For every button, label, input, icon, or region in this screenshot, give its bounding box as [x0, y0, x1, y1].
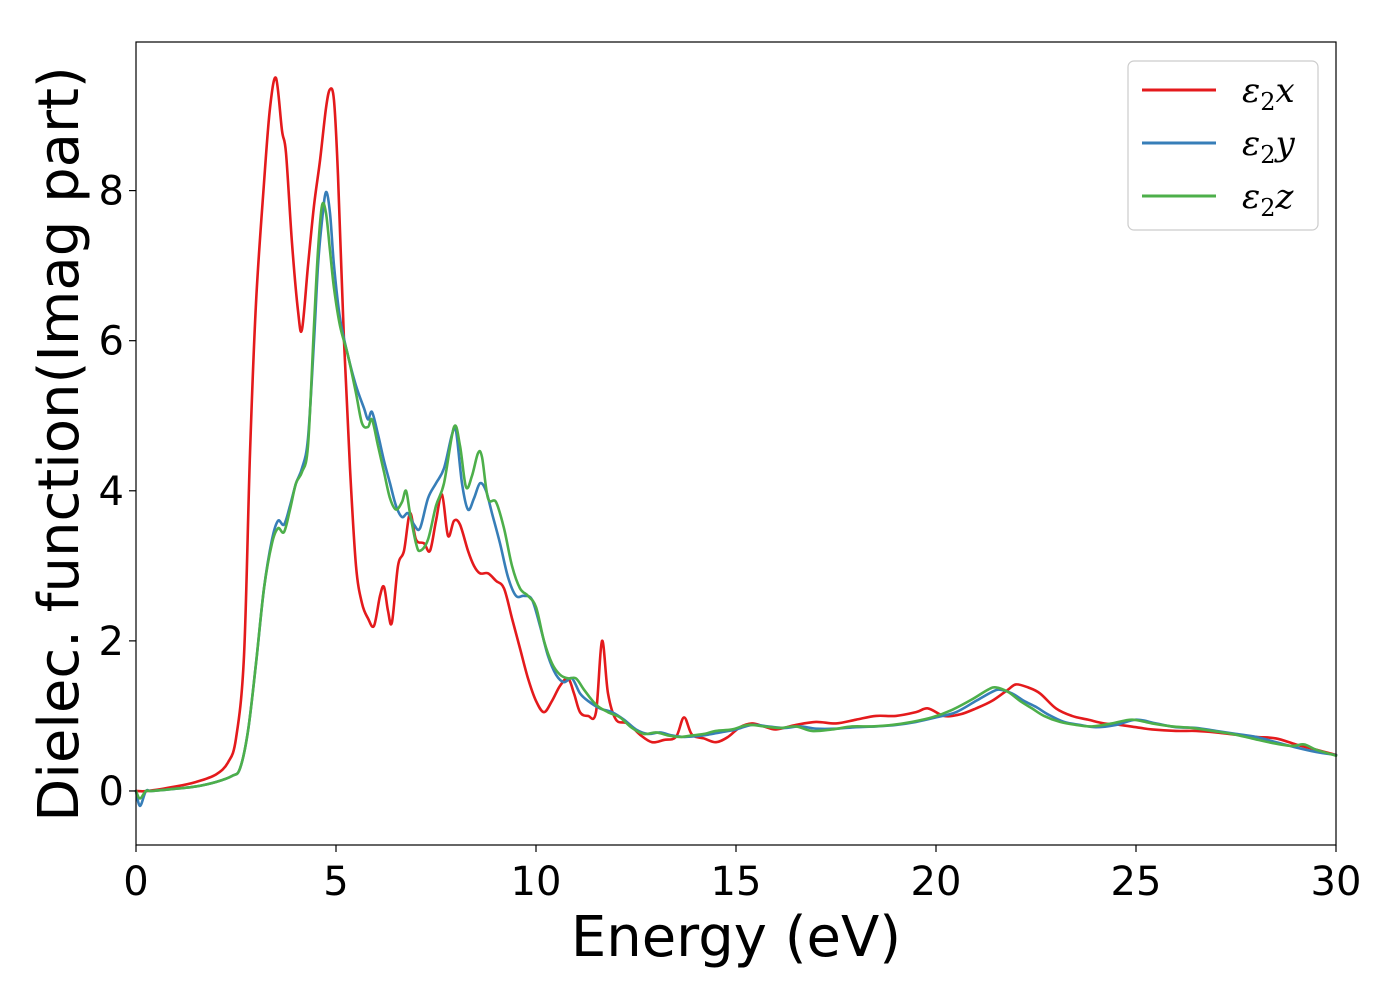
x-tick-label: 0: [123, 859, 148, 905]
legend-label-y: ε2y: [1242, 124, 1296, 169]
x-tick-label: 25: [1111, 859, 1162, 905]
legend-label-z: ε2z: [1242, 177, 1295, 222]
y-axis-label: Dielec. function(Imag part): [27, 66, 92, 822]
x-tick-label: 5: [323, 859, 348, 905]
legend: ε2x ε2y ε2z: [1127, 60, 1319, 231]
series-line-z: [134, 201, 1338, 800]
y-tick-label: 4: [99, 469, 124, 515]
x-axis-label: Energy (eV): [571, 905, 901, 970]
x-tick-label: 20: [911, 859, 962, 905]
y-tick-label: 0: [99, 769, 124, 815]
legend-label-x: ε2x: [1242, 71, 1295, 116]
legend-box: [1127, 60, 1319, 231]
series-layer: [134, 76, 1338, 808]
x-tick-label: 30: [1311, 859, 1362, 905]
x-axis: 0 5 10 15 20 25 30: [123, 845, 1361, 905]
y-tick-label: 6: [99, 319, 124, 365]
x-tick-label: 15: [711, 859, 762, 905]
y-tick-label: 8: [99, 169, 124, 215]
y-tick-label: 2: [99, 619, 124, 665]
x-tick-label: 10: [511, 859, 562, 905]
y-axis: 0 2 4 6 8: [99, 169, 136, 815]
